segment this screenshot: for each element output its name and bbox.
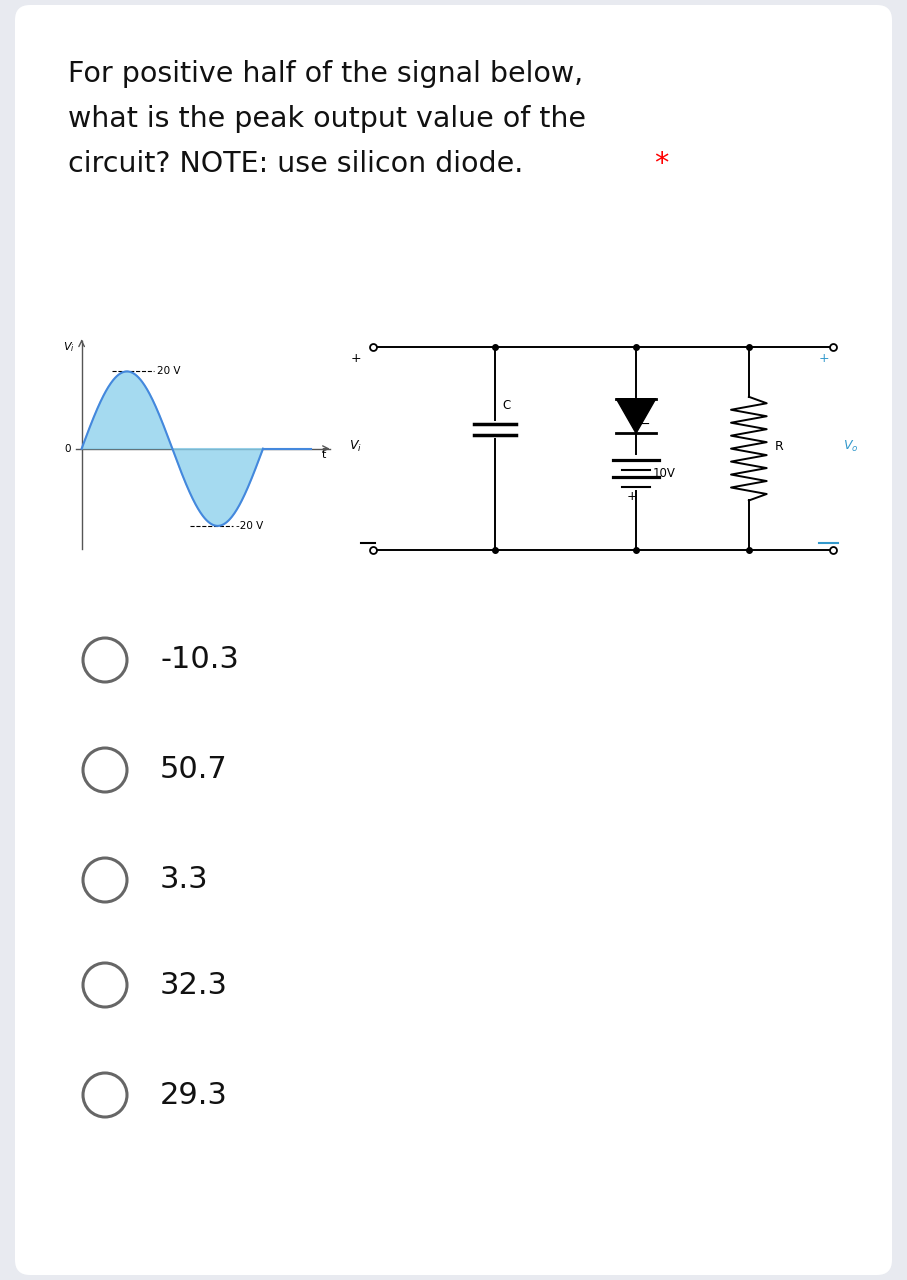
Text: +: +	[819, 352, 829, 365]
Text: *: *	[654, 150, 668, 178]
Text: −: −	[639, 419, 650, 431]
Text: what is the peak output value of the: what is the peak output value of the	[68, 105, 586, 133]
Text: -10.3: -10.3	[160, 645, 239, 675]
Text: $V_i$: $V_i$	[63, 340, 74, 355]
Polygon shape	[172, 449, 263, 526]
Polygon shape	[82, 371, 172, 449]
Text: 50.7: 50.7	[160, 755, 228, 785]
Text: 20 V: 20 V	[157, 366, 180, 376]
Text: R: R	[775, 440, 784, 453]
Text: +: +	[627, 490, 638, 503]
Text: circuit? NOTE: use silicon diode.: circuit? NOTE: use silicon diode.	[68, 150, 532, 178]
Text: 3.3: 3.3	[160, 865, 209, 895]
Text: $V_o$: $V_o$	[843, 439, 858, 454]
Text: 10V: 10V	[652, 467, 676, 480]
Text: C: C	[502, 399, 511, 412]
Text: 32.3: 32.3	[160, 970, 228, 1000]
FancyBboxPatch shape	[15, 5, 892, 1275]
Text: 29.3: 29.3	[160, 1080, 228, 1110]
Text: +: +	[351, 352, 362, 365]
Text: $V_i$: $V_i$	[349, 439, 362, 454]
Text: 0: 0	[64, 444, 71, 453]
Text: -20 V: -20 V	[236, 521, 263, 531]
Polygon shape	[617, 398, 656, 433]
Text: For positive half of the signal below,: For positive half of the signal below,	[68, 60, 583, 88]
Text: t: t	[321, 451, 326, 461]
